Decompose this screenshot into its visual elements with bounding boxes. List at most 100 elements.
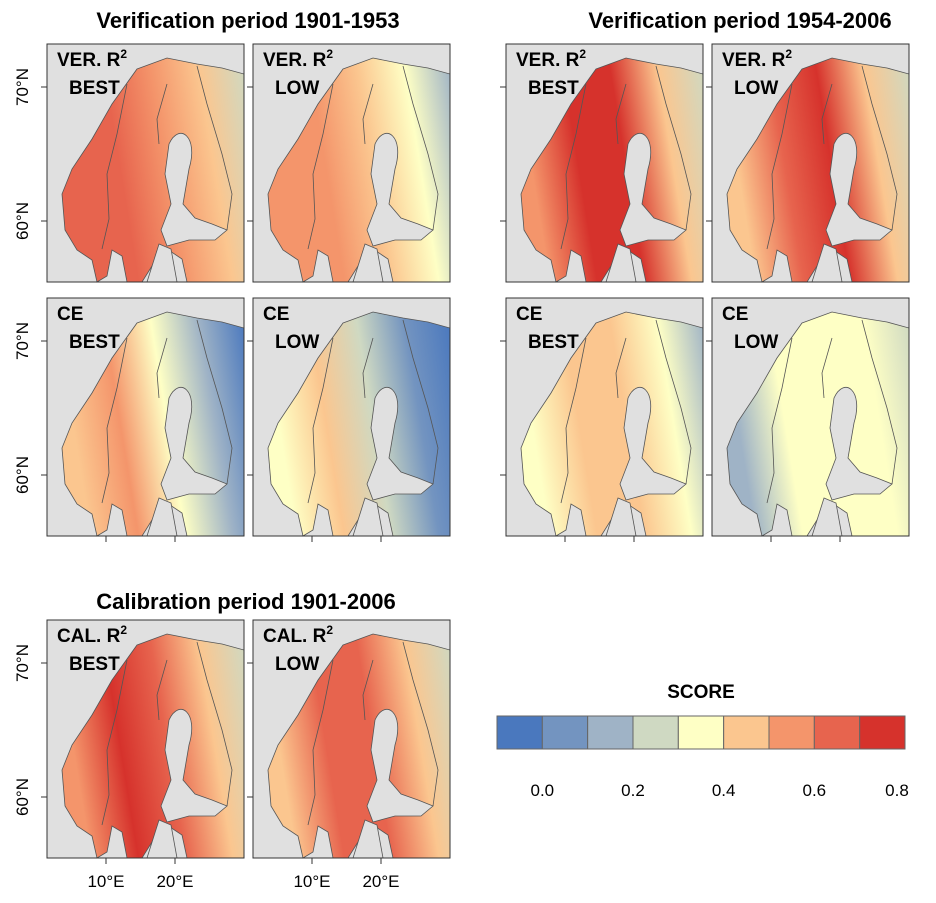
gulf-of-bothnia [160, 709, 228, 823]
panel-variant: LOW [275, 78, 319, 99]
panel-frame [46, 43, 245, 283]
lat-label: 60°N [13, 778, 32, 816]
panel-frame [711, 297, 910, 537]
metric-text: CE [722, 304, 748, 325]
metric-text: VER. R [722, 50, 786, 71]
legend-swatch [813, 715, 861, 750]
panel-variant: BEST [69, 78, 120, 99]
panel-metric: CE [516, 304, 542, 325]
metric-superscript: 2 [326, 47, 333, 61]
map-panel: CAL. R2 BEST [46, 619, 245, 859]
panel-metric: CAL. R2 [57, 623, 127, 647]
legend-swatch [496, 715, 543, 750]
metric-superscript: 2 [120, 47, 127, 61]
lon-label: 10°E [87, 872, 124, 891]
map-panel: CE BEST [46, 297, 245, 537]
panel-variant: LOW [734, 78, 778, 99]
metric-text: VER. R [263, 50, 327, 71]
panel-frame [46, 297, 245, 537]
metric-text: CAL. R [263, 626, 327, 647]
legend-tick-label: 0.4 [712, 781, 736, 800]
lat-label: 70°N [13, 68, 32, 106]
gulf-of-bothnia [825, 387, 893, 501]
panel-metric: VER. R2 [263, 47, 333, 71]
metric-text: CE [263, 304, 289, 325]
metric-superscript: 2 [785, 47, 792, 61]
map-panel: VER. R2 LOW [711, 43, 910, 283]
metric-text: VER. R [57, 50, 121, 71]
legend-tick-label: 0.6 [803, 781, 827, 800]
country-borders [766, 319, 898, 504]
panel-variant: LOW [275, 654, 319, 675]
panel-frame [252, 619, 451, 859]
panel-metric: CE [263, 304, 289, 325]
legend-tick-label: 0.0 [531, 781, 555, 800]
country-borders [101, 641, 233, 826]
country-borders [560, 65, 692, 250]
map-panel: CE LOW [252, 297, 451, 537]
metric-superscript: 2 [326, 623, 333, 637]
gulf-of-bothnia [366, 387, 434, 501]
lon-label: 20°E [156, 872, 193, 891]
gulf-of-bothnia [366, 133, 434, 247]
metric-text: VER. R [516, 50, 580, 71]
panel-frame [505, 297, 704, 537]
country-borders [101, 319, 233, 504]
group-title: Calibration period 1901-2006 [96, 589, 396, 614]
metric-text: CE [57, 304, 83, 325]
panel-variant: BEST [69, 654, 120, 675]
panel-frame [252, 297, 451, 537]
panel-frame [505, 43, 704, 283]
panel-variant: LOW [734, 332, 778, 353]
lat-label: 60°N [13, 456, 32, 494]
panel-metric: VER. R2 [516, 47, 586, 71]
map-panel: CE BEST [505, 297, 704, 537]
country-borders [560, 319, 692, 504]
panel-metric: VER. R2 [722, 47, 792, 71]
panel-metric: CAL. R2 [263, 623, 333, 647]
panel-frame [46, 619, 245, 859]
gulf-of-bothnia [160, 387, 228, 501]
gulf-of-bothnia [619, 387, 687, 501]
metric-text: CAL. R [57, 626, 121, 647]
panel-metric: CE [722, 304, 748, 325]
legend-swatch [677, 715, 725, 750]
gulf-of-bothnia [825, 133, 893, 247]
legend-swatch [723, 715, 770, 750]
panel-variant: BEST [528, 332, 579, 353]
country-borders [307, 319, 439, 504]
map-panel: CAL. R2 LOW [252, 619, 451, 859]
panel-variant: BEST [69, 332, 120, 353]
country-borders [766, 65, 898, 250]
legend-swatch [768, 715, 815, 750]
legend-swatch [632, 715, 679, 750]
country-borders [307, 641, 439, 826]
panel-variant: BEST [528, 78, 579, 99]
lat-label: 70°N [13, 322, 32, 360]
metric-text: CE [516, 304, 542, 325]
legend-swatch [587, 715, 634, 750]
lon-label: 20°E [362, 872, 399, 891]
panel-metric: VER. R2 [57, 47, 127, 71]
panel-frame [711, 43, 910, 283]
panel-metric: CE [57, 304, 83, 325]
country-borders [307, 65, 439, 250]
panel-frame [252, 43, 451, 283]
legend-title: SCORE [667, 682, 735, 703]
lat-label: 60°N [13, 202, 32, 240]
group-title: Verification period 1954-2006 [588, 8, 891, 33]
map-panel: VER. R2 LOW [252, 43, 451, 283]
legend-tick-label: 0.2 [621, 781, 645, 800]
map-panel: VER. R2 BEST [505, 43, 704, 283]
group-title: Verification period 1901-1953 [96, 8, 399, 33]
map-panel: VER. R2 BEST [46, 43, 245, 283]
lon-label: 10°E [293, 872, 330, 891]
panel-variant: LOW [275, 332, 319, 353]
legend-swatch [541, 715, 589, 750]
country-borders [101, 65, 233, 250]
legend-swatch [859, 715, 906, 750]
metric-superscript: 2 [120, 623, 127, 637]
lat-label: 70°N [13, 644, 32, 682]
map-panel: CE LOW [711, 297, 910, 537]
